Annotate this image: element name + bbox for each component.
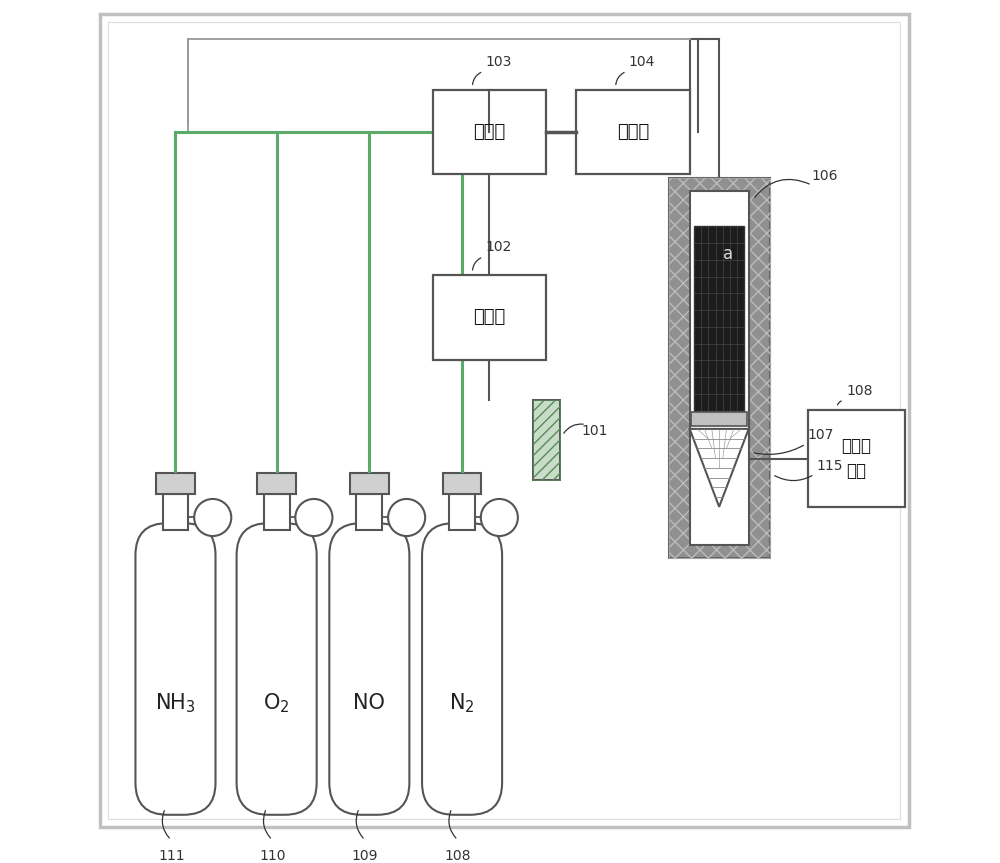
FancyBboxPatch shape	[135, 523, 216, 815]
Bar	[433, 275, 546, 360]
Text: N$_2$: N$_2$	[449, 691, 475, 715]
Text: 101: 101	[582, 425, 608, 438]
Text: 115: 115	[816, 459, 843, 473]
Text: 110: 110	[259, 848, 286, 862]
Bar	[533, 400, 560, 480]
Text: 111: 111	[158, 848, 185, 862]
Text: NO: NO	[353, 693, 385, 713]
Text: O$_2$: O$_2$	[263, 691, 290, 715]
Bar	[443, 473, 481, 494]
Bar	[433, 90, 546, 174]
Text: 混合器: 混合器	[473, 123, 506, 141]
Bar	[576, 90, 690, 174]
Text: 汽化器: 汽化器	[473, 308, 506, 326]
Text: 107: 107	[808, 429, 834, 443]
Text: 102: 102	[485, 240, 511, 255]
Bar	[356, 494, 382, 530]
Bar	[533, 400, 560, 480]
Circle shape	[388, 499, 425, 536]
Text: NH$_3$: NH$_3$	[155, 691, 196, 715]
Bar	[264, 494, 290, 530]
Text: 108: 108	[445, 848, 471, 862]
FancyBboxPatch shape	[422, 523, 502, 815]
Bar	[156, 473, 195, 494]
FancyBboxPatch shape	[329, 523, 409, 815]
Text: 109: 109	[352, 848, 378, 862]
Bar	[350, 473, 389, 494]
Circle shape	[194, 499, 231, 536]
Circle shape	[295, 499, 332, 536]
Bar	[691, 413, 747, 426]
Bar	[163, 494, 188, 530]
Bar	[257, 473, 296, 494]
Bar	[669, 179, 770, 557]
Text: a: a	[723, 245, 733, 263]
Text: 108: 108	[846, 383, 873, 398]
Text: 104: 104	[628, 55, 655, 69]
Bar	[690, 191, 749, 545]
Circle shape	[481, 499, 518, 536]
Bar	[449, 494, 475, 530]
Bar	[694, 226, 744, 411]
Bar	[808, 410, 905, 507]
Text: 103: 103	[485, 55, 511, 69]
Text: 烟气分
析仪: 烟气分 析仪	[841, 438, 871, 480]
FancyBboxPatch shape	[237, 523, 317, 815]
Bar	[669, 179, 770, 557]
Polygon shape	[690, 429, 749, 507]
Text: 预热器: 预热器	[617, 123, 649, 141]
Text: 106: 106	[812, 168, 838, 183]
